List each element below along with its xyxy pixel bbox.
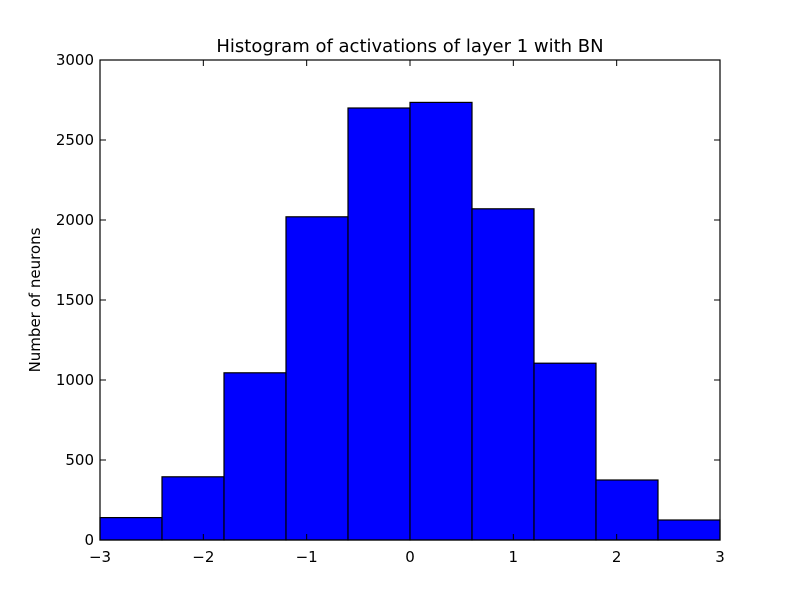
chart-title: Histogram of activations of layer 1 with… — [216, 36, 603, 57]
x-tick-label: 0 — [405, 548, 415, 566]
y-tick-label: 0 — [84, 531, 94, 549]
y-tick-label: 1500 — [56, 291, 94, 309]
histogram-bar — [595, 479, 659, 541]
histogram-bar — [161, 476, 225, 541]
histogram-bar — [533, 362, 597, 541]
y-tick-label: 1000 — [56, 371, 94, 389]
histogram-bar — [285, 216, 349, 541]
y-tick-label: 500 — [65, 451, 94, 469]
plot-frame — [99, 59, 721, 541]
histogram-bar — [223, 372, 287, 541]
histogram-bar — [657, 519, 721, 541]
histogram-bar — [409, 101, 473, 541]
ticks-group: −3 −2 −1 0 1 2 3 0 500 1000 1500 2000 2500 3000 — [56, 51, 725, 566]
histogram-bar — [99, 516, 163, 541]
x-tick-label: −3 — [89, 548, 111, 566]
x-tick-label: 1 — [509, 548, 519, 566]
x-tick-label: −1 — [296, 548, 318, 566]
y-tick-label: 2000 — [56, 211, 94, 229]
y-tick-label: 3000 — [56, 51, 94, 69]
histogram-bar — [471, 208, 535, 541]
x-tick-label: −2 — [192, 548, 214, 566]
y-tick-label: 2500 — [56, 131, 94, 149]
x-tick-label: 2 — [612, 548, 622, 566]
bars-group — [99, 101, 721, 541]
x-tick-label: 3 — [715, 548, 725, 566]
y-axis-label: Number of neurons — [26, 227, 44, 372]
histogram-bar — [347, 107, 411, 541]
